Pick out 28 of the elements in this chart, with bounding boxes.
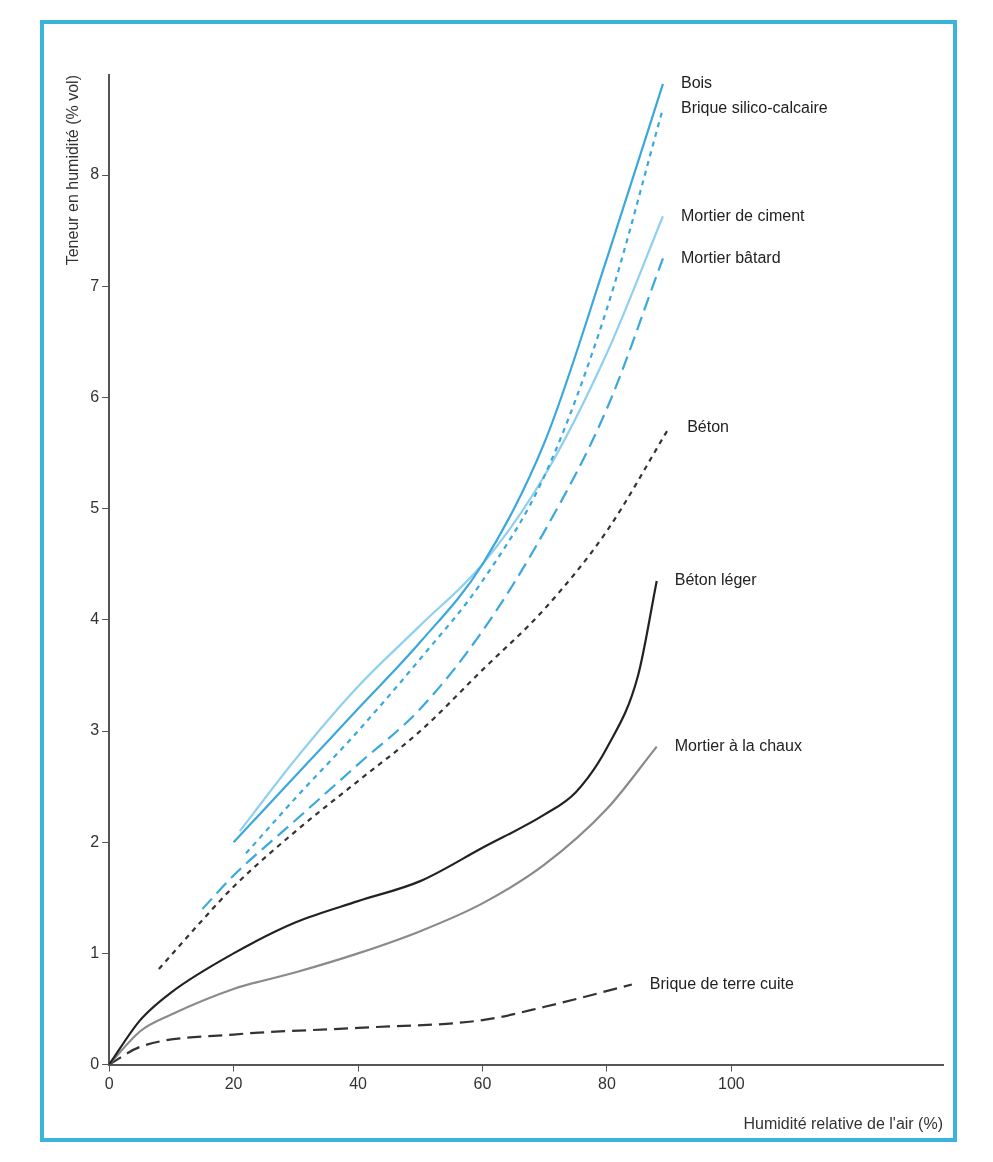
x-tick-label: 80 xyxy=(598,1074,616,1092)
y-tick-label: 1 xyxy=(90,943,100,961)
series-label: Brique de terre cuite xyxy=(649,974,795,992)
y-axis-title: Teneur en humidité (% vol) xyxy=(64,75,82,266)
series-label: Béton léger xyxy=(674,571,758,589)
series-label: Bois xyxy=(680,74,713,92)
x-tick-label: 100 xyxy=(718,1074,745,1092)
line-series xyxy=(109,983,633,1065)
series-label: Béton xyxy=(687,417,729,435)
series-label: Mortier de ciment xyxy=(680,206,806,224)
y-tick-label: 6 xyxy=(90,387,100,405)
y-tick-label: 4 xyxy=(90,610,100,628)
line-series xyxy=(201,257,665,911)
y-tick-label: 2 xyxy=(90,832,100,850)
y-tick-label: 8 xyxy=(90,165,100,183)
y-tick-label: 3 xyxy=(90,721,100,739)
series-label: Mortier bâtard xyxy=(680,248,781,266)
x-tick-label: 20 xyxy=(224,1074,243,1092)
line-series xyxy=(238,215,665,833)
series-label: Mortier à la chaux xyxy=(674,737,802,754)
series-label: Brique silico-calcaire xyxy=(680,98,828,116)
x-tick-label: 0 xyxy=(104,1074,114,1092)
x-axis-title: Humidité relative de l'air (%) xyxy=(743,1114,943,1132)
y-tick-label: 7 xyxy=(90,276,100,294)
x-tick-label: 60 xyxy=(473,1074,492,1092)
x-tick-label: 40 xyxy=(349,1074,368,1092)
y-tick-label: 5 xyxy=(90,499,100,517)
y-tick-label: 0 xyxy=(90,1055,100,1073)
